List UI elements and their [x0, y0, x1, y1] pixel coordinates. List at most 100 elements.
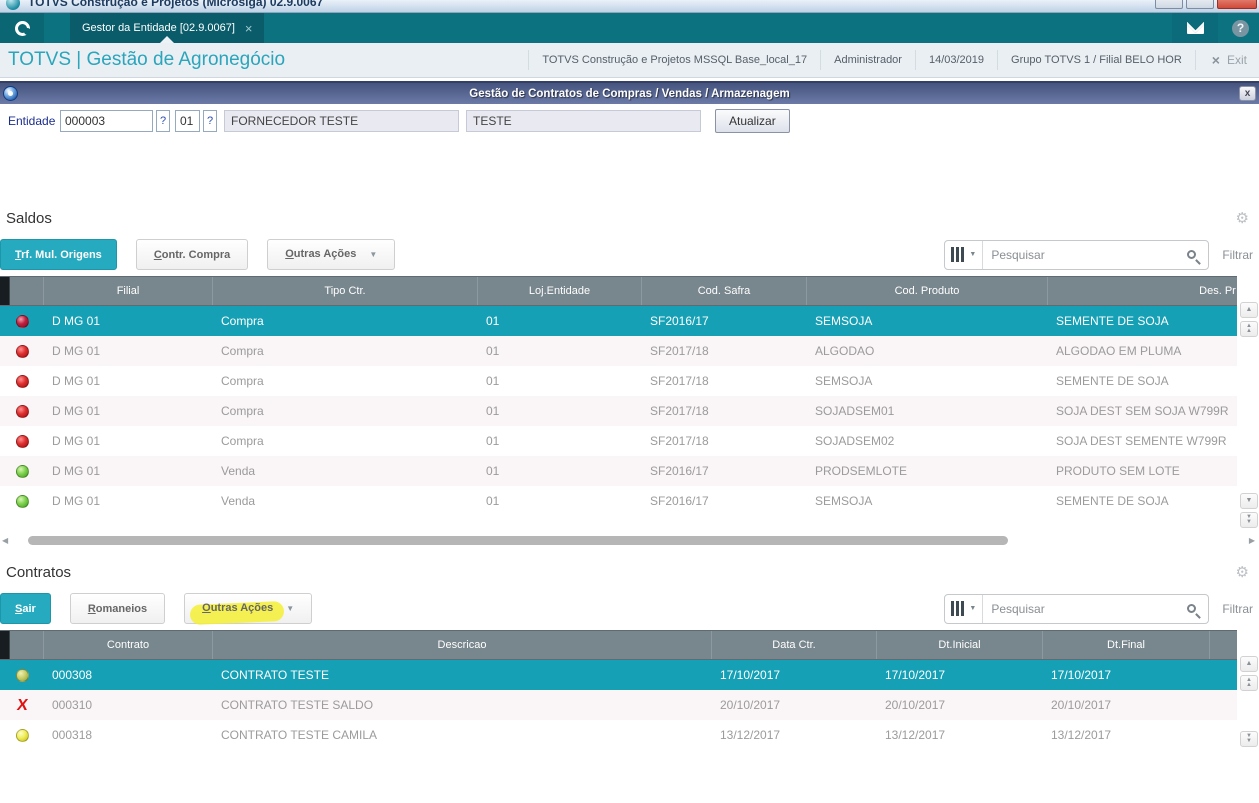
- scroll-right-icon[interactable]: ▶: [1248, 536, 1255, 545]
- search-input[interactable]: [983, 601, 1188, 616]
- columns-icon: [961, 247, 965, 262]
- column-header[interactable]: [10, 277, 44, 305]
- chevron-down-icon: ▼: [286, 604, 295, 613]
- minimize-button[interactable]: [1155, 0, 1183, 9]
- tab-label: Gestor da Entidade [02.9.0067]: [82, 22, 235, 34]
- cell: PRODSEMLOTE: [815, 464, 908, 478]
- settings-gear-icon[interactable]: ⚙: [1235, 564, 1249, 581]
- cell: D MG 01: [52, 464, 101, 478]
- contr-compra-button[interactable]: Contr. Compra: [135, 239, 249, 270]
- trf-mul-origens-button[interactable]: Trf. Mul. Origens: [0, 239, 117, 270]
- entity-label: Entidade: [8, 113, 56, 128]
- column-header[interactable]: [1210, 631, 1237, 659]
- mail-button[interactable]: [1172, 13, 1218, 43]
- column-header[interactable]: [10, 631, 44, 659]
- scroll-down-icon[interactable]: ▼: [1240, 493, 1258, 509]
- table-row[interactable]: 000308 CONTRATO TESTE 17/10/2017 17/10/2017…: [0, 660, 1237, 690]
- table-row[interactable]: D MG 01 Venda 01 SF2016/17 PRODSEMLOTE PRODUT…: [0, 456, 1237, 486]
- column-header[interactable]: Dt.Final: [1043, 631, 1210, 659]
- maximize-button[interactable]: [1186, 0, 1214, 9]
- status-x-red-icon: X: [15, 696, 29, 714]
- cell: SF2017/18: [650, 344, 709, 358]
- scroll-page-down-icon[interactable]: ▼ ▼: [1240, 731, 1258, 747]
- table-row[interactable]: X 000310 CONTRATO TESTE SALDO 20/10/2017 20/…: [0, 690, 1237, 720]
- column-header[interactable]: Dt.Inicial: [877, 631, 1043, 659]
- totvs-logo[interactable]: [0, 13, 44, 43]
- saldos-horizontal-scrollbar[interactable]: ◀ ▶: [0, 534, 1255, 547]
- cell: SOJA DEST SEMENTE W799R: [1056, 434, 1227, 448]
- search-icon[interactable]: [1187, 250, 1197, 259]
- column-header[interactable]: Cod. Produto: [807, 277, 1048, 305]
- window-titlebar: TOTVS Construção e Projetos (Microsiga) …: [0, 0, 1259, 13]
- column-header[interactable]: Contrato: [44, 631, 213, 659]
- cell: 01: [486, 494, 500, 508]
- table-row[interactable]: D MG 01 Venda 01 SF2016/17 SEMSOJA SEMENTE DE…: [0, 486, 1237, 516]
- help-icon: ?: [1236, 21, 1245, 35]
- help-button[interactable]: ?: [1232, 19, 1249, 37]
- cell: SEMENTE DE SOJA: [1056, 494, 1169, 508]
- scroll-page-down-icon[interactable]: ▼ ▼: [1240, 512, 1258, 528]
- entity-store-field[interactable]: [175, 109, 200, 132]
- column-config-button[interactable]: ▼: [945, 240, 984, 269]
- cell: ALGODAO EM PLUMA: [1056, 344, 1182, 358]
- table-row[interactable]: 000318 CONTRATO TESTE CAMILA 13/12/2017 13/…: [0, 720, 1237, 750]
- table-row[interactable]: D MG 01 Compra 01 SF2016/17 SEMSOJA SEMENTE D…: [0, 306, 1237, 336]
- table-row[interactable]: D MG 01 Compra 01 SF2017/18 ALGODAO ALGODAO E…: [0, 336, 1237, 366]
- cell: Venda: [221, 494, 256, 508]
- filtrar-link[interactable]: Filtrar: [1222, 247, 1253, 262]
- exit-button[interactable]: × Exit: [1194, 50, 1259, 70]
- product-title: TOTVS | Gestão de Agronegócio: [8, 49, 286, 70]
- outras-acoes-label: Outras Ações: [285, 248, 357, 260]
- scroll-left-icon[interactable]: ◀: [2, 536, 9, 545]
- romaneios-button[interactable]: Romaneios: [69, 593, 166, 624]
- saldos-outras-acoes-button[interactable]: Outras Ações ▼: [267, 239, 396, 270]
- saldos-grid-header: Filial Tipo Ctr. Loj.Entidade Cod. Safra Cod…: [0, 276, 1237, 306]
- lookup-button[interactable]: ?: [203, 109, 217, 132]
- scroll-up-icon[interactable]: ▲: [1240, 302, 1258, 318]
- saldos-vertical-scrollbar[interactable]: ▲ ▲ ▲ ▼ ▼ ▼: [1239, 302, 1259, 531]
- column-header[interactable]: Des. Pr: [1048, 277, 1237, 305]
- tab-gestor-da-entidade[interactable]: Gestor da Entidade [02.9.0067] ×: [70, 13, 265, 43]
- tab-close-icon[interactable]: ×: [244, 20, 253, 36]
- entity-form: Entidade ? ? FORNECEDOR TESTE TESTE Atua…: [0, 104, 1259, 137]
- column-header[interactable]: Loj.Entidade: [478, 277, 642, 305]
- app-bar: Gestor da Entidade [02.9.0067] × ?: [0, 13, 1259, 43]
- scroll-page-up-icon[interactable]: ▲ ▲: [1240, 675, 1258, 691]
- cell: 13/12/2017: [720, 728, 781, 742]
- atualizar-button[interactable]: Atualizar: [715, 108, 790, 133]
- cell: SEMSOJA: [815, 314, 873, 328]
- chevron-down-icon: ▼: [969, 605, 977, 612]
- scroll-up-icon[interactable]: ▲: [1240, 656, 1258, 672]
- sair-button[interactable]: Sair: [0, 593, 51, 624]
- close-button[interactable]: [1217, 0, 1257, 9]
- column-header[interactable]: Tipo Ctr.: [213, 277, 478, 305]
- contratos-toolbar: Sair Romaneios Outras Ações ▼ ▼ Filtrar: [0, 593, 1259, 626]
- contratos-vertical-scrollbar[interactable]: ▲ ▲ ▲ ▼ ▼: [1239, 656, 1259, 750]
- cell: 20/10/2017: [885, 698, 946, 712]
- column-header[interactable]: Filial: [44, 277, 213, 305]
- dialog-close-icon[interactable]: x: [1239, 86, 1256, 101]
- contratos-outras-acoes-button[interactable]: Outras Ações ▼: [184, 593, 313, 626]
- cell: SOJA DEST SEM SOJA W799R: [1056, 404, 1229, 418]
- filtrar-link[interactable]: Filtrar: [1222, 601, 1253, 616]
- lookup-button[interactable]: ?: [156, 109, 170, 132]
- column-header[interactable]: Descricao: [213, 631, 712, 659]
- table-row[interactable]: D MG 01 Compra 01 SF2017/18 SOJADSEM01 SOJA D…: [0, 396, 1237, 426]
- table-row[interactable]: D MG 01 Compra 01 SF2017/18 SEMSOJA SEMENTE D…: [0, 366, 1237, 396]
- dialog-icon: [3, 86, 18, 101]
- contratos-search-area: ▼ Filtrar: [944, 593, 1255, 624]
- entity-code-field[interactable]: [60, 109, 153, 132]
- column-header[interactable]: Data Ctr.: [712, 631, 877, 659]
- search-icon[interactable]: [1187, 604, 1197, 613]
- cell: 13/12/2017: [885, 728, 946, 742]
- settings-gear-icon[interactable]: ⚙: [1235, 210, 1249, 227]
- cell: D MG 01: [52, 314, 101, 328]
- cell: D MG 01: [52, 434, 101, 448]
- window-title: TOTVS Construção e Projetos (Microsiga) …: [28, 0, 324, 9]
- scroll-page-up-icon[interactable]: ▲ ▲: [1240, 321, 1258, 337]
- table-row[interactable]: D MG 01 Compra 01 SF2017/18 SOJADSEM02 SOJA D…: [0, 426, 1237, 456]
- search-input[interactable]: [983, 247, 1188, 262]
- scrollbar-thumb[interactable]: [28, 536, 1008, 545]
- column-header[interactable]: Cod. Safra: [642, 277, 807, 305]
- column-config-button[interactable]: ▼: [945, 594, 984, 623]
